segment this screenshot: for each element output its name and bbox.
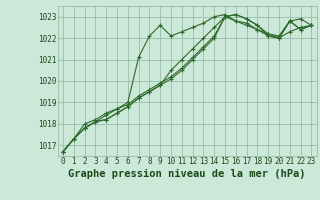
X-axis label: Graphe pression niveau de la mer (hPa): Graphe pression niveau de la mer (hPa) [68,169,306,179]
